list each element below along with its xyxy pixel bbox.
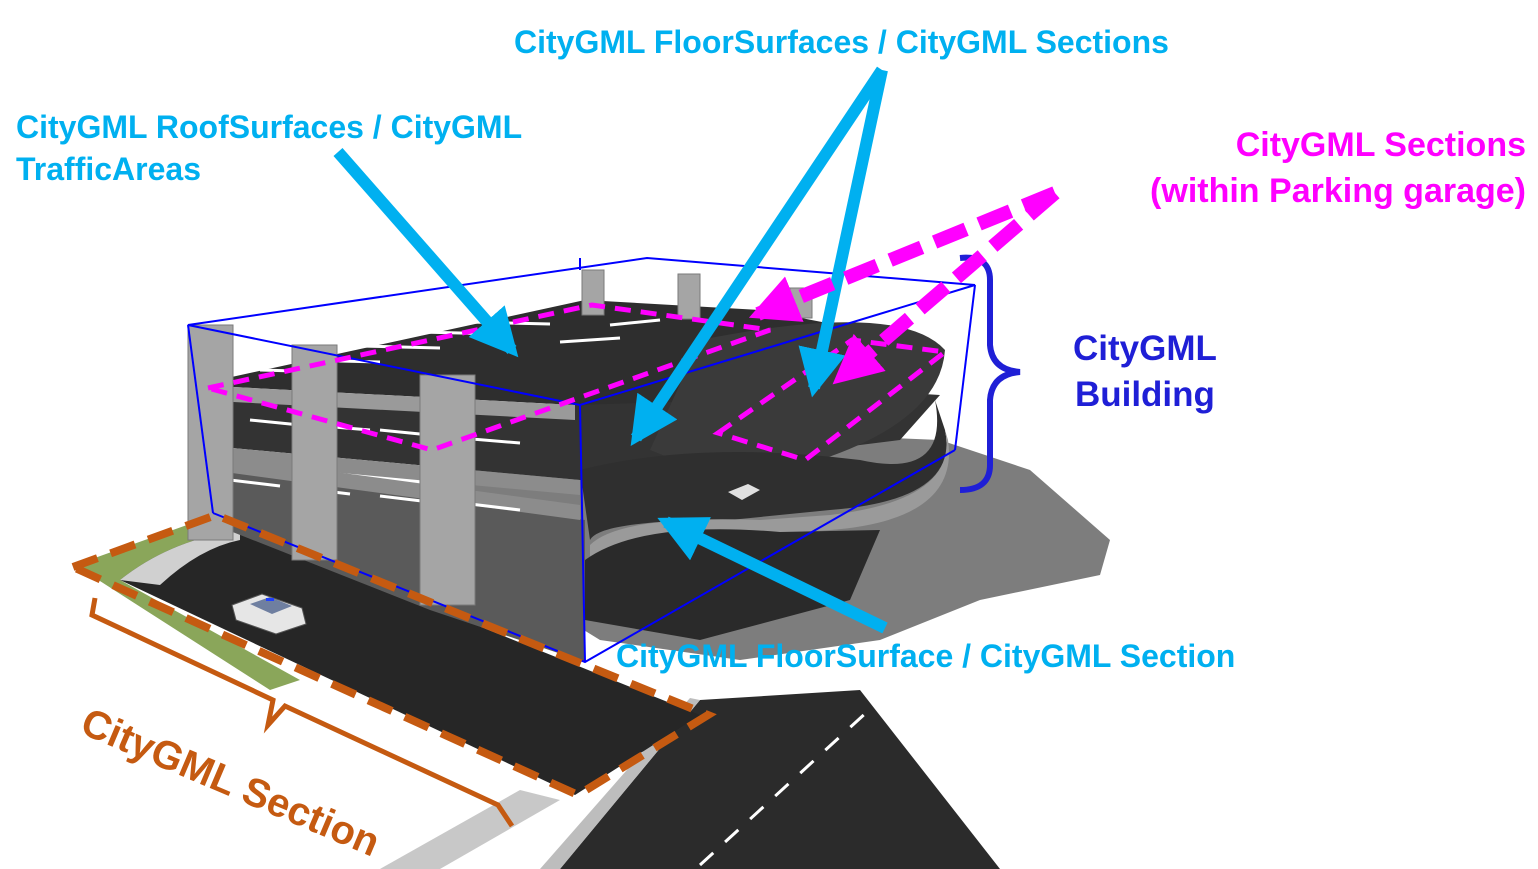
orange-section-outline — [62, 510, 717, 800]
police-car — [231, 593, 307, 635]
label-roof-line2: TrafficAreas — [16, 151, 201, 187]
arrow-sections-roof — [748, 186, 1058, 322]
label-roof-line1: CityGML RoofSurfaces / CityGML — [16, 109, 523, 145]
concrete-columns — [187, 269, 813, 606]
magenta-roof-section — [207, 302, 771, 453]
arrow-floor-bottom — [657, 516, 888, 634]
label-sections-line2: (within Parking garage) — [1150, 172, 1526, 210]
roof-slab-edge — [195, 385, 575, 420]
label-sections-within-garage: CityGML Sections (within Parking garage) — [1150, 122, 1526, 214]
arrow-roof — [333, 148, 519, 358]
label-sections-line1: CityGML Sections — [1235, 126, 1526, 164]
street-center-line — [698, 698, 882, 867]
navy-brace — [959, 254, 1021, 493]
grass-strip — [75, 515, 300, 690]
label-floor-surfaces-sections: CityGML FloorSurfaces / CityGML Sections — [514, 24, 1169, 60]
ramp-lower — [580, 400, 947, 540]
label-building-line1: CityGML — [1073, 329, 1217, 368]
access-road-curb — [120, 530, 240, 585]
magenta-arrows — [748, 186, 1060, 385]
label-roof-surfaces: CityGML RoofSurfaces / CityGML TrafficAr… — [16, 106, 522, 190]
label-building: CityGML Building — [1073, 326, 1217, 418]
label-floor-surface-section: CityGML FloorSurface / CityGML Section — [616, 638, 1236, 674]
sidewalk — [380, 790, 560, 869]
arrow-sections-ramp — [832, 187, 1060, 385]
arrow-floor-right — [798, 68, 888, 398]
main-street — [560, 690, 1000, 869]
parked-car — [728, 484, 760, 500]
label-building-line2: Building — [1074, 375, 1215, 414]
orange-bracket — [89, 597, 515, 828]
arrow-floor-left — [630, 66, 887, 446]
cyan-arrows — [333, 66, 888, 634]
